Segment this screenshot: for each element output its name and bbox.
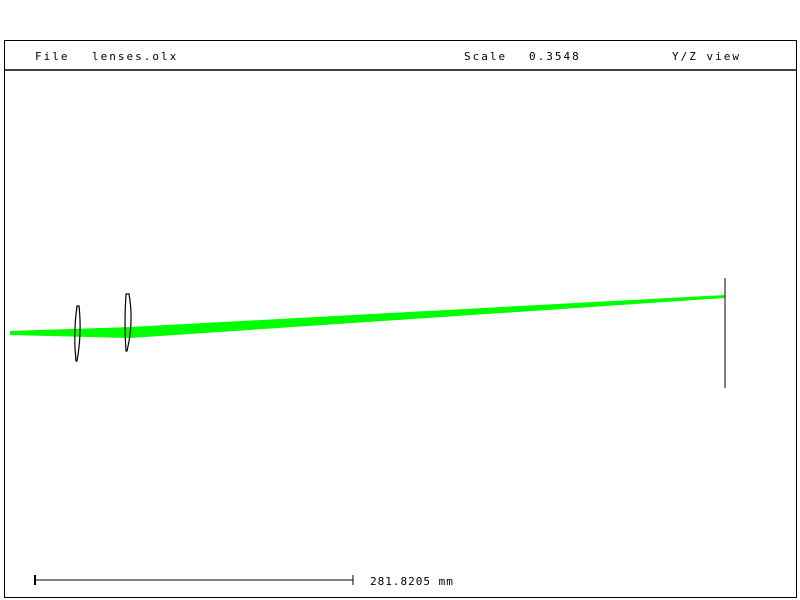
plot-frame (4, 40, 797, 598)
scale-value: 0.3548 (529, 50, 581, 63)
file-label: File (35, 50, 70, 63)
view-label: Y/Z view (672, 50, 741, 63)
lens-2 (124, 293, 132, 352)
file-name: lenses.olx (92, 50, 179, 63)
lens-1 (74, 305, 81, 362)
ray-bundle (10, 295, 725, 338)
scale-bar-label: 281.8205 mm (370, 575, 454, 588)
scale-label: Scale (464, 50, 508, 63)
